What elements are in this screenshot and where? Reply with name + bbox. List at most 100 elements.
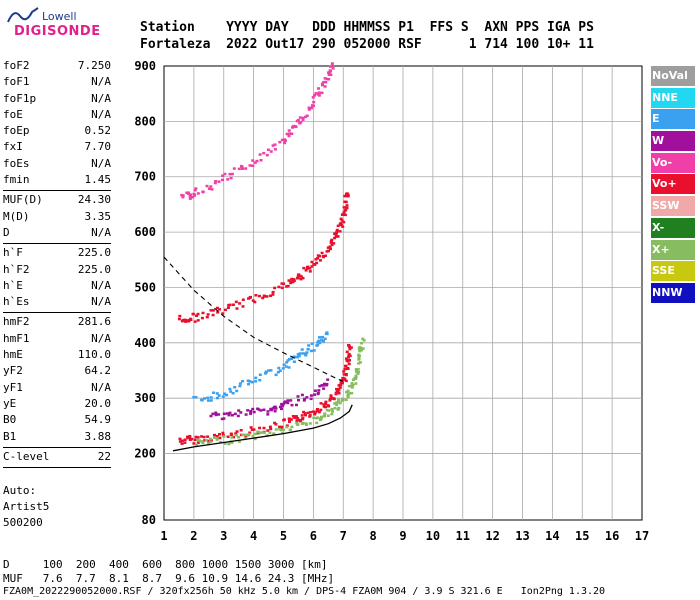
echo-point bbox=[221, 312, 225, 315]
echo-point bbox=[319, 408, 323, 412]
x-tick-label: 6 bbox=[310, 529, 317, 543]
echo-point bbox=[206, 435, 210, 438]
param-name: foF1 bbox=[3, 75, 30, 89]
echo-point bbox=[304, 115, 308, 119]
echo-point bbox=[349, 346, 353, 349]
echo-point bbox=[331, 410, 335, 413]
echo-point bbox=[313, 413, 317, 416]
echo-point bbox=[232, 435, 235, 439]
param-row: yF1 N/A bbox=[3, 380, 111, 396]
echo-point bbox=[218, 433, 221, 436]
echo-point bbox=[344, 194, 348, 198]
echo-point bbox=[248, 164, 252, 167]
echo-point bbox=[350, 391, 354, 395]
echo-point bbox=[312, 349, 316, 352]
x-tick-label: 10 bbox=[426, 529, 440, 543]
echo-point bbox=[193, 438, 197, 441]
echo-point bbox=[200, 316, 204, 320]
echo-point bbox=[196, 436, 200, 439]
echo-point bbox=[251, 159, 255, 162]
echo-point bbox=[333, 406, 337, 410]
echo-point bbox=[237, 440, 241, 443]
echo-point bbox=[324, 80, 328, 84]
echo-point bbox=[238, 302, 242, 305]
echo-point bbox=[306, 265, 310, 269]
echo-point bbox=[297, 399, 300, 402]
echo-point bbox=[312, 416, 316, 420]
echo-point bbox=[273, 421, 277, 425]
echo-point bbox=[360, 348, 363, 352]
panel-divider bbox=[3, 190, 111, 192]
echo-point bbox=[316, 392, 320, 396]
echo-point bbox=[272, 432, 276, 435]
echo-point bbox=[209, 396, 213, 399]
echo-point bbox=[274, 428, 278, 431]
param-value: 110.0 bbox=[77, 348, 111, 362]
echo-point bbox=[328, 69, 332, 72]
echo-point bbox=[300, 393, 304, 397]
echo-point bbox=[317, 91, 321, 94]
echo-point bbox=[303, 412, 307, 415]
echo-point bbox=[309, 349, 313, 353]
echo-point bbox=[333, 402, 337, 405]
echo-point bbox=[203, 397, 206, 400]
echo-trace bbox=[180, 62, 335, 200]
echo-point bbox=[308, 270, 312, 273]
param-row: yE 20.0 bbox=[3, 396, 111, 412]
param-value: 3.88 bbox=[84, 429, 112, 443]
echo-point bbox=[336, 235, 340, 238]
param-row: fmin 1.45 bbox=[3, 172, 111, 188]
echo-point bbox=[250, 380, 254, 384]
param-name: B0 bbox=[3, 413, 17, 427]
echo-point bbox=[339, 381, 343, 385]
echo-point bbox=[215, 392, 219, 395]
echo-point bbox=[287, 366, 291, 369]
echo-point bbox=[337, 406, 341, 410]
echo-point bbox=[259, 159, 263, 162]
echo-point bbox=[358, 349, 362, 352]
echo-point bbox=[338, 401, 342, 405]
y-tick-label: 800 bbox=[134, 114, 156, 128]
echo-point bbox=[254, 294, 258, 297]
echo-point bbox=[229, 176, 233, 180]
echo-point bbox=[282, 418, 286, 421]
echo-point bbox=[322, 340, 325, 343]
echo-point bbox=[225, 412, 229, 415]
echo-point bbox=[286, 401, 290, 405]
echo-point bbox=[244, 167, 248, 170]
echo-point bbox=[320, 415, 323, 419]
echo-point bbox=[269, 408, 273, 411]
echo-point bbox=[282, 282, 286, 285]
echo-point bbox=[313, 411, 317, 414]
echo-point bbox=[254, 376, 258, 380]
param-value: N/A bbox=[91, 156, 111, 170]
echo-point bbox=[226, 306, 230, 309]
echo-point bbox=[348, 354, 352, 357]
echo-point bbox=[201, 190, 205, 194]
echo-point bbox=[319, 417, 323, 420]
echo-point bbox=[298, 352, 302, 355]
echo-point bbox=[361, 337, 365, 341]
echo-point bbox=[337, 391, 341, 395]
echo-point bbox=[310, 342, 314, 345]
echo-point bbox=[329, 65, 332, 68]
echo-point bbox=[296, 395, 300, 398]
echo-point bbox=[212, 391, 216, 394]
echo-point bbox=[222, 435, 226, 438]
echo-point bbox=[235, 389, 239, 393]
echo-point bbox=[322, 403, 326, 406]
param-value: 225.0 bbox=[77, 262, 111, 276]
echo-point bbox=[344, 364, 348, 368]
echo-point bbox=[292, 124, 296, 128]
echo-point bbox=[186, 436, 190, 440]
echo-point bbox=[323, 77, 327, 80]
echo-point bbox=[193, 189, 197, 192]
echo-point bbox=[321, 83, 324, 87]
echo-point bbox=[288, 419, 292, 422]
echo-point bbox=[198, 439, 201, 442]
echo-point bbox=[305, 423, 308, 426]
echo-point bbox=[280, 138, 284, 142]
echo-point bbox=[348, 392, 352, 395]
echo-point bbox=[354, 376, 358, 379]
